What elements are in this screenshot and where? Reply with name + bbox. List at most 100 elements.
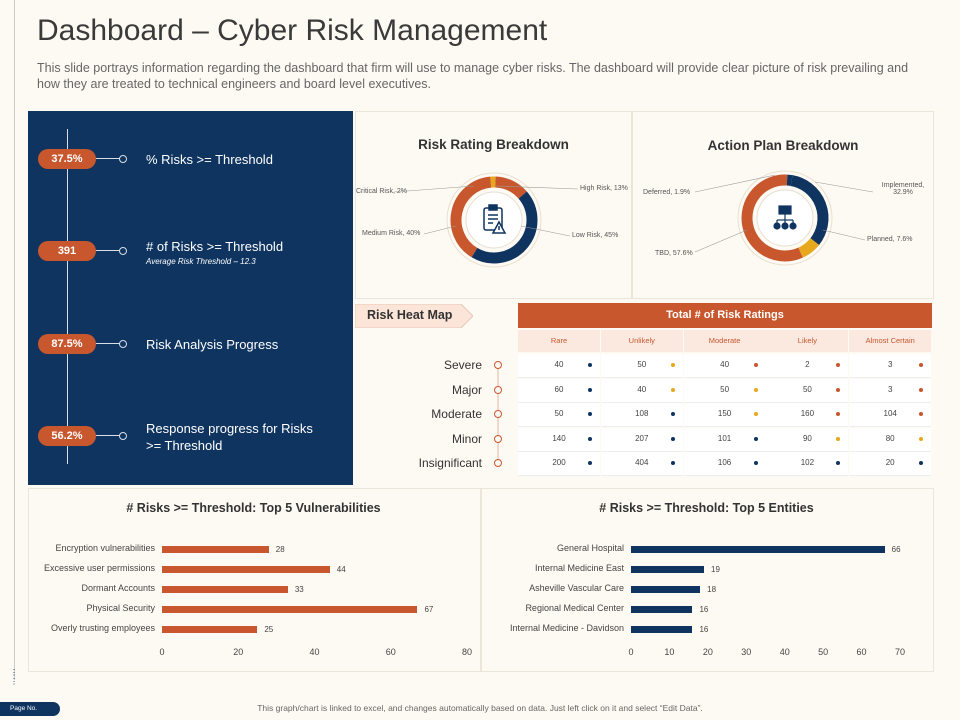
heatmap-cell-dot [753, 461, 758, 466]
heatmap-row-marker [494, 385, 502, 394]
heatmap-row-marker [494, 434, 502, 443]
heatmap-cell-value: 404 [635, 458, 649, 468]
heatmap-cell-dot [588, 461, 592, 466]
heatmap-cell-value: 50 [720, 384, 730, 394]
bar [162, 626, 258, 633]
heatmap-cell-dot [919, 412, 924, 417]
heatmap-cell: 200 [518, 452, 600, 477]
heatmap-cell-value: 104 [883, 409, 897, 419]
vulnerabilities-card [28, 488, 481, 672]
heatmap-cell: 101 [683, 427, 766, 452]
risk-rating-title: Risk Rating Breakdown [418, 137, 569, 152]
heatmap-cell: 80 [849, 427, 932, 452]
x-tick-label: 80 [461, 647, 472, 657]
bar-value-label: 18 [707, 585, 717, 594]
heatmap-cell-dot [836, 387, 841, 392]
x-tick-label: 30 [741, 647, 752, 657]
donut-label: TBD, 57.6% [655, 250, 693, 257]
x-tick-label: 0 [628, 647, 634, 657]
kpi-value-pill: 56.2% [38, 426, 96, 446]
donut-center [465, 191, 523, 249]
heatmap-cell-dot [670, 412, 675, 417]
heatmap-cell-dot [836, 436, 841, 441]
heatmap-cell: 104 [849, 403, 932, 428]
x-tick-label: 60 [856, 647, 867, 657]
heatmap-cell-dot [670, 387, 675, 392]
page-number-pill: Page No. [0, 702, 60, 716]
heatmap-row-label: Minor [451, 431, 482, 446]
donut-slice [494, 176, 527, 199]
kpi-connector [96, 158, 120, 159]
heatmap-cell: 150 [683, 403, 766, 428]
heatmap-cell: 2 [766, 354, 849, 378]
heatmap-title-arrow [355, 304, 473, 328]
heatmap-cell-value: 101 [717, 433, 732, 443]
bar-category-label: Internal Medicine - Davidson [509, 623, 624, 633]
x-tick-label: 0 [159, 647, 165, 657]
kpi-label: # of Risks >= Threshold [146, 239, 284, 254]
heatmap-cell: 3 [849, 354, 932, 378]
heatmap-cell: 404 [600, 452, 683, 477]
kpi-connector [96, 435, 120, 436]
heatmap-cell: 40 [600, 378, 683, 403]
bar-value-label: 19 [711, 565, 720, 574]
kpi-value-pill: 87.5% [38, 334, 96, 354]
bar-category-label: Encryption vulnerabilities [55, 543, 155, 553]
heatmap-cell-value: 140 [552, 433, 566, 443]
bar-value-label: 28 [275, 545, 285, 554]
heatmap-cell-dot [588, 436, 592, 441]
heatmap-cell-dot [588, 387, 592, 392]
heatmap-cell-dot [670, 363, 675, 367]
heatmap-cell-value: 108 [635, 409, 649, 419]
donut-slice [790, 175, 829, 246]
kpi-connector-dot [119, 340, 127, 348]
bar-category-label: Excessive user permissions [43, 563, 155, 573]
heatmap-cell-value: 3 [887, 384, 893, 394]
donut-label: High Risk, 13% [580, 185, 628, 192]
x-tick-label: 70 [894, 647, 905, 657]
bar [162, 566, 330, 573]
kpi-connector-dot [119, 432, 127, 440]
heatmap-cell: 40 [518, 354, 600, 378]
heatmap-cell: 3 [849, 378, 932, 403]
heatmap-row-marker [494, 459, 502, 468]
heatmap-cell-value: 50 [802, 384, 812, 394]
heatmap-row-label: Severe [443, 358, 482, 372]
donut-slice [450, 176, 492, 258]
bar-value-label: 25 [264, 625, 274, 634]
heatmap-cell: 207 [600, 427, 683, 452]
bar-category-label: Physical Security [86, 603, 155, 613]
bar-category-label: Asheville Vascular Care [529, 583, 624, 593]
heatmap-cell: 140 [518, 427, 600, 452]
heatmap-cell: 20 [849, 452, 932, 477]
action-plan-donut [737, 170, 833, 266]
heatmap-row-label: Insignificant [418, 456, 482, 471]
donut-label: Planned, 7.6% [867, 236, 913, 243]
heatmap-cell-dot [670, 436, 675, 441]
left-rule [14, 0, 15, 680]
kpi-label: Response progress for Risks >= Threshold [146, 421, 313, 453]
heatmap-cell-value: 60 [554, 384, 564, 394]
heatmap-cell-dot [670, 461, 675, 466]
heatmap-cell-dot [588, 363, 592, 367]
bar-value-label: 33 [294, 585, 304, 594]
entities-card [481, 488, 934, 672]
donut-slice [741, 174, 803, 262]
kpi-connector-dot [119, 155, 127, 163]
heatmap-cell-value: 200 [552, 458, 566, 468]
clipboard-warning-icon [483, 204, 507, 234]
heatmap-cell-value: 106 [717, 458, 732, 468]
heatmap-cell: 160 [766, 403, 849, 428]
kpi-label: % Risks >= Threshold [146, 152, 273, 167]
bar-category-label: Regional Medical Center [525, 603, 624, 613]
heatmap-cell-dot [919, 387, 924, 392]
action-plan-title: Action Plan Breakdown [707, 138, 859, 153]
heatmap-cell-dot [919, 436, 924, 441]
bar-value-label: 44 [336, 565, 346, 574]
bar [631, 566, 704, 573]
leader-lines [694, 174, 874, 253]
kpi-panel: 37.5% % Risks >= Threshold 391 # of Risk… [28, 111, 353, 485]
heatmap-cell-dot [753, 436, 758, 441]
heatmap-cell: 102 [766, 452, 849, 477]
heatmap-cell: 108 [600, 403, 683, 428]
